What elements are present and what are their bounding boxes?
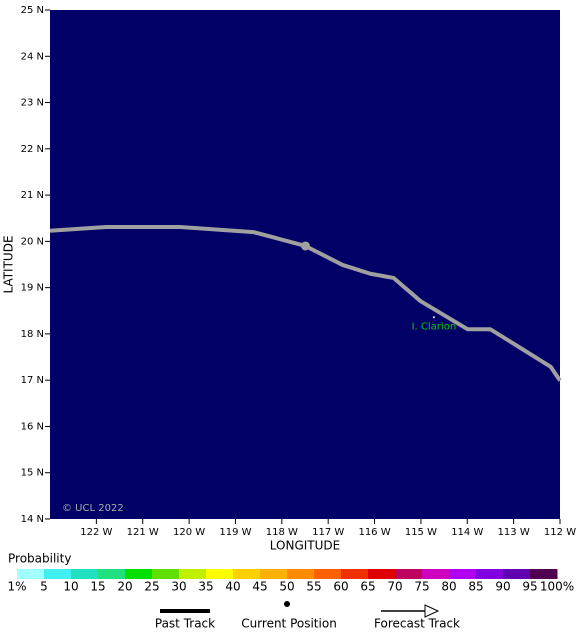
legend-label: Current Position [241, 617, 337, 631]
probability-swatch [395, 569, 423, 579]
x-tick-label: 122 W [80, 527, 112, 538]
probability-swatch [476, 569, 504, 579]
probability-swatch [125, 569, 153, 579]
probability-label: 75 [414, 580, 429, 594]
probability-label: 50 [279, 580, 294, 594]
probability-label: 15 [90, 580, 105, 594]
x-tick-label: 120 W [173, 527, 205, 538]
probability-label: 80 [441, 580, 456, 594]
probability-swatch [71, 569, 99, 579]
y-tick-label: 20 N [21, 236, 44, 247]
island-point [432, 316, 435, 319]
probability-title: Probability [8, 552, 71, 566]
past-track [49, 225, 562, 382]
y-tick-label: 18 N [21, 329, 44, 340]
probability-swatch [314, 569, 342, 579]
y-tick-label: 22 N [21, 144, 44, 155]
y-tick-label: 23 N [21, 98, 44, 109]
probability-label: 95 [522, 580, 537, 594]
probability-swatch [44, 569, 72, 579]
y-tick-label: 25 N [21, 5, 44, 16]
probability-swatch [233, 569, 261, 579]
credit: © UCL 2022 [62, 503, 124, 514]
probability-swatch [152, 569, 180, 579]
legend-forecast-arrow [424, 604, 440, 618]
y-tick-label: 17 N [21, 375, 44, 386]
island-label: I. Clarion [412, 321, 457, 332]
probability-swatch [17, 569, 45, 579]
y-tick-label: 14 N [21, 514, 44, 525]
x-tick-label: 118 W [266, 527, 298, 538]
y-tick-label: 19 N [21, 283, 44, 294]
probability-label: 100% [540, 580, 574, 594]
probability-swatch [260, 569, 288, 579]
x-tick-label: 116 W [358, 527, 390, 538]
probability-swatch [368, 569, 396, 579]
probability-label: 35 [198, 580, 213, 594]
y-tick-label: 21 N [21, 190, 44, 201]
x-tick-label: 114 W [451, 527, 483, 538]
x-tick-label: 121 W [127, 527, 159, 538]
probability-swatch [530, 569, 558, 579]
probability-label: 70 [387, 580, 402, 594]
y-tick-label: 24 N [21, 51, 44, 62]
probability-label: 1% [7, 580, 26, 594]
probability-label: 10 [63, 580, 78, 594]
x-tick-label: 112 W [544, 527, 576, 538]
probability-label: 25 [144, 580, 159, 594]
probability-swatch [287, 569, 315, 579]
y-axis-title: LATITUDE [2, 235, 16, 293]
x-axis-title: LONGITUDE [270, 539, 340, 553]
probability-label: 55 [306, 580, 321, 594]
probability-label: 65 [360, 580, 375, 594]
probability-swatch [422, 569, 450, 579]
y-tick-label: 16 N [21, 421, 44, 432]
probability-label: 5 [40, 580, 48, 594]
x-tick-label: 119 W [219, 527, 251, 538]
legend-current-position [284, 601, 290, 607]
plot-background [50, 10, 560, 519]
probability-label: 45 [252, 580, 267, 594]
probability-swatch [98, 569, 126, 579]
probability-swatch [503, 569, 531, 579]
y-tick-label: 15 N [21, 468, 44, 479]
current-position [300, 241, 310, 251]
probability-swatch [179, 569, 207, 579]
probability-swatch [206, 569, 234, 579]
probability-label: 20 [117, 580, 132, 594]
probability-label: 60 [333, 580, 348, 594]
probability-label: 90 [495, 580, 510, 594]
probability-swatch [449, 569, 477, 579]
x-tick-label: 117 W [312, 527, 344, 538]
probability-swatch [341, 569, 369, 579]
legend-label: Past Track [155, 617, 215, 631]
probability-label: 85 [468, 580, 483, 594]
probability-label: 30 [171, 580, 186, 594]
probability-label: 40 [225, 580, 240, 594]
x-tick-label: 115 W [405, 527, 437, 538]
legend-label: Forecast Track [374, 617, 460, 631]
x-tick-label: 113 W [498, 527, 530, 538]
